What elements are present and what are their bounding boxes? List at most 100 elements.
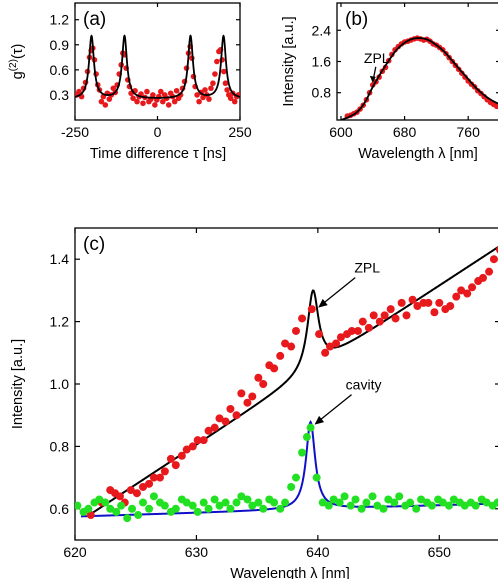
- y-tick-label: 1.0: [50, 376, 70, 392]
- annotation-label: cavity: [346, 377, 382, 393]
- x-tick-label: 620: [63, 544, 87, 560]
- y-tick-label: 1.4: [50, 251, 70, 267]
- data-point-s2: [276, 504, 285, 513]
- data-point-s2: [215, 501, 224, 510]
- data-point-s0: [156, 473, 164, 482]
- data-point-s2: [199, 498, 208, 507]
- data-point-s2: [106, 504, 115, 513]
- data-point-s0: [375, 317, 384, 326]
- data-point-s2: [287, 482, 296, 491]
- data-point-s0: [332, 339, 341, 348]
- data-point-s0: [402, 311, 411, 320]
- data-point-s0: [86, 511, 95, 520]
- y-tick-label: 0.3: [50, 87, 70, 103]
- x-tick-label: 0: [154, 124, 162, 140]
- data-point-s2: [232, 498, 241, 507]
- data-point-s2: [412, 504, 421, 513]
- data-point-s0: [485, 267, 494, 276]
- data-point-s0: [479, 273, 487, 282]
- data-point-s2: [335, 498, 344, 507]
- data-point-s2: [160, 501, 169, 510]
- data-point-s0: [494, 103, 498, 110]
- data-point-s0: [353, 326, 362, 335]
- y-axis-label: Intensity [a.u.]: [281, 16, 297, 106]
- data-point-s0: [115, 492, 124, 501]
- data-point-s0: [452, 292, 461, 301]
- annotation-arrow: [315, 394, 352, 425]
- data-point-s0: [248, 392, 257, 401]
- data-point-s0: [468, 283, 477, 292]
- data-point-s0: [307, 305, 316, 314]
- x-tick-label: 600: [329, 124, 353, 140]
- data-point-s2: [237, 492, 246, 501]
- data-point-s0: [489, 255, 498, 264]
- data-point-s0: [424, 298, 433, 307]
- data-point-s0: [281, 339, 290, 348]
- data-point-s0: [298, 314, 307, 323]
- panel-label: (b): [345, 9, 368, 30]
- data-point-s2: [281, 498, 290, 507]
- data-point-s2: [384, 495, 393, 504]
- annotation-arrowhead: [369, 75, 376, 83]
- data-point-s2: [149, 492, 158, 501]
- data-point-s0: [206, 96, 212, 102]
- x-tick-label: -250: [61, 124, 89, 140]
- data-point-s0: [182, 445, 191, 454]
- data-point-s0: [232, 411, 241, 420]
- data-point-s2: [248, 501, 257, 510]
- data-point-s2: [112, 507, 121, 516]
- data-point-s2: [259, 504, 268, 513]
- data-point-s0: [446, 302, 455, 310]
- data-point-s2: [318, 498, 327, 507]
- data-point-s0: [347, 326, 356, 335]
- data-point-s0: [139, 482, 147, 491]
- data-point-s0: [202, 87, 208, 93]
- data-point-s2: [171, 504, 180, 513]
- y-tick-label: 0.8: [50, 438, 70, 454]
- data-point-s0: [287, 342, 296, 351]
- data-point-s0: [413, 302, 422, 310]
- data-point-s2: [373, 501, 382, 510]
- annotation-arrow: [318, 277, 356, 308]
- data-point-s0: [166, 454, 175, 463]
- data-point-s2: [357, 504, 366, 513]
- data-point-s2: [188, 501, 197, 510]
- data-point-s0: [254, 373, 263, 382]
- data-point-s0: [224, 87, 230, 93]
- data-point-s2: [302, 433, 311, 442]
- data-point-s0: [430, 308, 439, 317]
- data-point-s2: [95, 495, 104, 504]
- x-axis-label: Time difference τ [ns]: [90, 146, 226, 162]
- data-point-s2: [270, 498, 279, 507]
- data-point-s0: [435, 298, 444, 307]
- data-point-s2: [379, 504, 388, 513]
- data-point-s0: [106, 96, 113, 102]
- data-point-s0: [177, 451, 186, 460]
- data-point-s0: [463, 289, 472, 298]
- y-tick-label: 0.9: [50, 37, 70, 53]
- chart-panel-b: 600 680 760 0.8 1.6 2.4 Wavelength λ [nm] Inten…: [281, 2, 498, 162]
- x-tick-label: 680: [393, 124, 417, 140]
- x-axis-label: Wavelength λ [nm]: [230, 566, 350, 579]
- y-tick-label: 1.6: [312, 54, 332, 70]
- data-point-s0: [152, 102, 158, 108]
- data-point-s2: [193, 507, 202, 516]
- data-point-s0: [215, 414, 224, 423]
- data-point-s2: [306, 423, 315, 432]
- x-tick-label: 760: [457, 124, 481, 140]
- data-point-s0: [408, 295, 417, 304]
- data-point-s2: [362, 498, 371, 507]
- data-point-s0: [315, 330, 324, 339]
- data-point-s0: [140, 100, 146, 107]
- data-point-s0: [397, 298, 406, 307]
- series-line-1: [75, 34, 240, 99]
- data-point-s0: [210, 423, 219, 432]
- data-point-s0: [276, 351, 285, 360]
- y-axis-label: Intensity [a.u.]: [10, 339, 26, 429]
- data-point-s2: [123, 514, 132, 523]
- y-axis-label-sup: (2): [8, 59, 19, 71]
- data-point-s2: [312, 473, 321, 482]
- data-point-s0: [188, 442, 197, 451]
- panel-label: (c): [83, 234, 105, 255]
